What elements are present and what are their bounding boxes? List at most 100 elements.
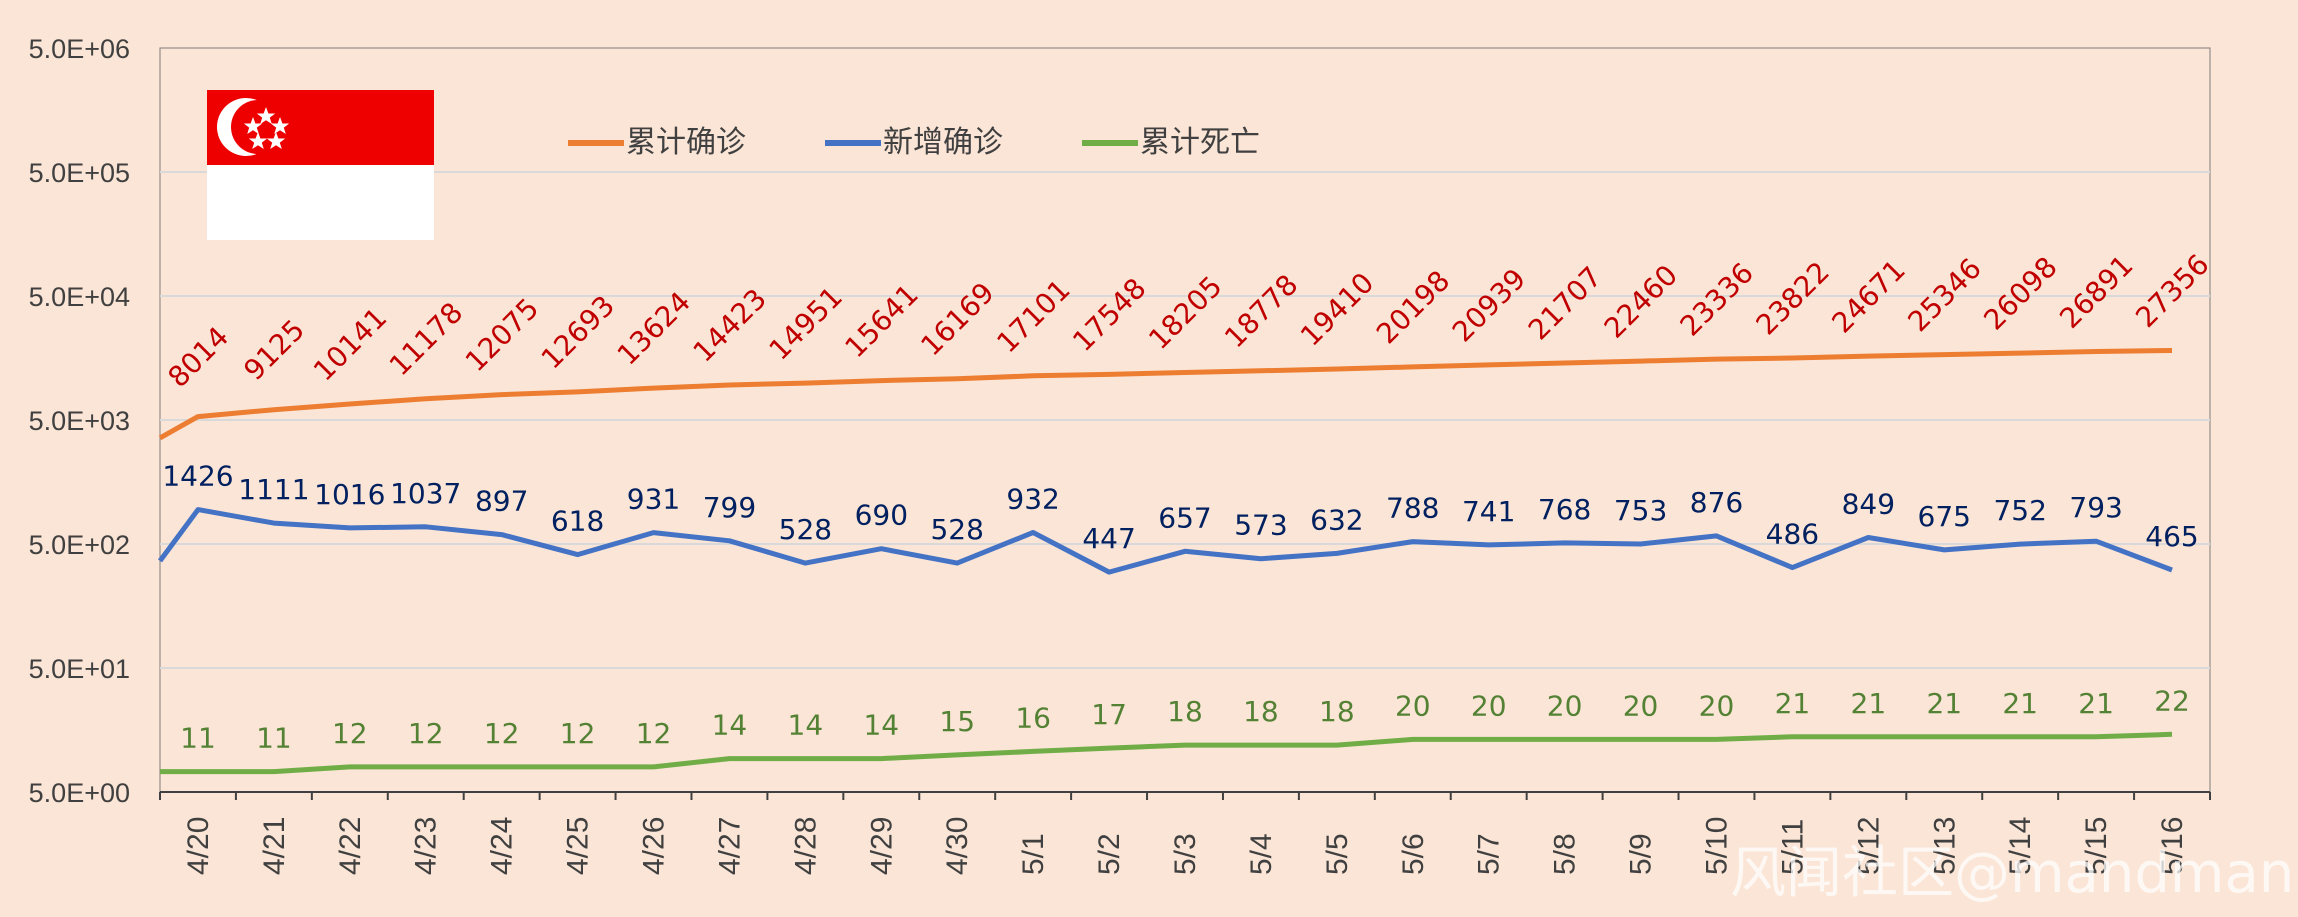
data-label: 15 (939, 705, 975, 738)
data-label: 486 (1766, 518, 1819, 551)
x-tick-label: 4/27 (713, 817, 746, 875)
data-label: 14 (788, 709, 824, 742)
data-label: 849 (1842, 488, 1895, 521)
data-label: 741 (1462, 495, 1515, 528)
y-axis: 5.0E+00 5.0E+01 5.0E+02 5.0E+03 5.0E+04 5.0E+… (29, 34, 130, 808)
x-tick-label: 4/26 (638, 817, 671, 875)
x-tick-label: 5/11 (1776, 819, 1809, 875)
x-tick-label: 4/30 (941, 817, 974, 875)
data-label: 931 (627, 483, 680, 516)
y-tick-label: 5.0E+06 (29, 34, 130, 64)
series-line-累计确诊 (158, 348, 2173, 441)
data-label: 1016 (314, 478, 385, 511)
data-label: 21 (1775, 687, 1811, 720)
data-label: 793 (2069, 491, 2122, 524)
x-tick-label: 4/24 (486, 817, 519, 875)
y-tick-label: 5.0E+03 (29, 406, 130, 436)
grid-lines (160, 171, 2210, 669)
x-tick-label: 5/12 (1852, 817, 1885, 875)
x-tick-label: 4/21 (258, 817, 291, 875)
x-tick-label: 5/5 (1321, 833, 1354, 875)
x-axis: 4/20 4/21 4/22 4/23 4/24 4/25 4/26 4/27 4/28 4/29… (159, 791, 2211, 875)
data-label: 12 (484, 717, 520, 750)
data-label: 16 (1015, 701, 1051, 734)
legend: 累计确诊 新增确诊 累计死亡 (568, 125, 1260, 160)
x-tick-label: 4/23 (410, 817, 443, 875)
legend-label: 累计死亡 (1140, 125, 1260, 160)
data-label: 11 (256, 722, 292, 755)
data-label: 897 (475, 485, 528, 518)
x-tick-label: 5/10 (1700, 817, 1733, 875)
data-label: 12 (636, 717, 672, 750)
data-label: 675 (1918, 500, 1971, 533)
data-label: 690 (855, 499, 908, 532)
x-tick-label: 5/7 (1473, 833, 1506, 875)
data-label: 12 (332, 717, 368, 750)
x-tick-label: 4/20 (182, 817, 215, 875)
data-label: 12 (408, 717, 444, 750)
series-line-累计死亡 (160, 731, 2173, 775)
data-label: 22 (2154, 684, 2190, 717)
x-tick-label: 5/8 (1549, 833, 1582, 875)
data-label: 618 (551, 505, 604, 538)
legend-label: 累计确诊 (626, 125, 746, 160)
data-label: 799 (703, 491, 756, 524)
data-label: 447 (1082, 522, 1135, 555)
x-tick-label: 5/6 (1397, 833, 1430, 875)
data-label: 21 (1926, 687, 1962, 720)
x-tick-label: 4/29 (865, 817, 898, 875)
data-label: 11 (180, 722, 216, 755)
data-label: 752 (1993, 494, 2046, 527)
data-label: 21 (2078, 687, 2114, 720)
data-label: 465 (2145, 520, 2198, 553)
data-label: 528 (930, 513, 983, 546)
data-label: 1037 (390, 477, 461, 510)
x-tick-label: 4/22 (334, 817, 367, 875)
flag-icon (207, 90, 434, 240)
data-label: 20 (1623, 689, 1659, 722)
x-tick-label: 4/28 (789, 817, 822, 875)
data-label: 20 (1699, 689, 1735, 722)
data-label: 21 (1851, 687, 1887, 720)
data-label: 657 (1158, 501, 1211, 534)
x-tick-label: 5/13 (1928, 817, 1961, 875)
data-label: 17 (1091, 698, 1127, 731)
data-label: 20 (1471, 689, 1507, 722)
x-tick-label: 5/9 (1625, 833, 1658, 875)
data-label: 632 (1310, 503, 1363, 536)
series-lines (157, 348, 2173, 775)
x-tick-label: 4/25 (562, 817, 595, 875)
data-label: 14 (863, 709, 899, 742)
y-tick-label: 5.0E+05 (29, 158, 130, 188)
data-label: 1426 (162, 460, 233, 493)
y-tick-label: 5.0E+01 (29, 654, 130, 684)
data-label: 768 (1538, 493, 1591, 526)
data-label: 21 (2002, 687, 2038, 720)
data-label: 753 (1614, 494, 1667, 527)
data-label: 932 (1006, 483, 1059, 516)
x-tick-label: 5/2 (1093, 833, 1126, 875)
data-label: 1111 (238, 473, 309, 506)
data-label: 18 (1319, 695, 1355, 728)
y-tick-label: 5.0E+04 (29, 282, 130, 312)
series-line-新增确诊 (157, 507, 2173, 575)
data-label: 18 (1167, 695, 1203, 728)
x-tick-label: 5/16 (2156, 817, 2189, 875)
data-label: 20 (1395, 689, 1431, 722)
legend-label: 新增确诊 (883, 125, 1003, 160)
data-label: 18 (1243, 695, 1279, 728)
data-label: 788 (1386, 492, 1439, 525)
x-tick-label: 5/4 (1245, 833, 1278, 875)
data-label: 573 (1234, 509, 1287, 542)
y-tick-label: 5.0E+02 (29, 530, 130, 560)
data-label: 20 (1547, 689, 1583, 722)
x-tick-label: 5/1 (1017, 833, 1050, 875)
data-label: 14 (712, 709, 748, 742)
data-label: 12 (560, 717, 596, 750)
x-tick-label: 5/15 (2080, 817, 2113, 875)
x-tick-label: 5/14 (2004, 817, 2037, 875)
y-tick-label: 5.0E+00 (29, 778, 130, 808)
data-label: 876 (1690, 486, 1743, 519)
watermark-text: 风闻社区@mandman (1730, 841, 2294, 906)
